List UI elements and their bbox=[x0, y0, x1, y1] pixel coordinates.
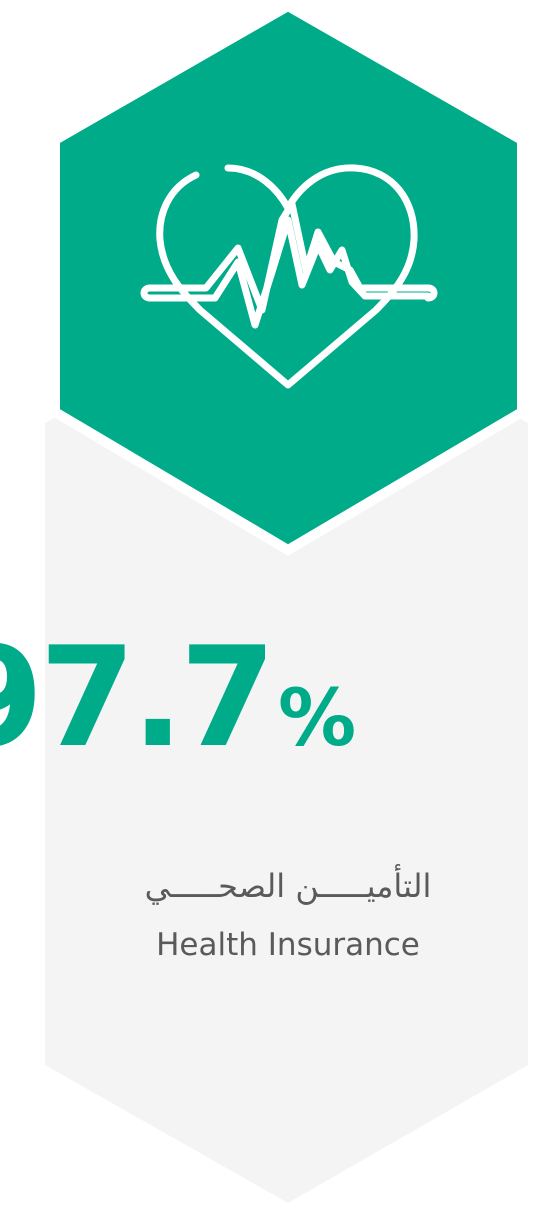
stat-value: 97.7 bbox=[0, 617, 272, 778]
green-hexagon bbox=[50, 0, 527, 556]
gray-panel bbox=[45, 290, 528, 1203]
heart-icon bbox=[140, 164, 438, 389]
label-arabic: التأميـــــن الصحـــــي bbox=[145, 864, 432, 905]
label-english: Health Insurance bbox=[156, 927, 420, 963]
stat-unit: % bbox=[278, 674, 356, 764]
